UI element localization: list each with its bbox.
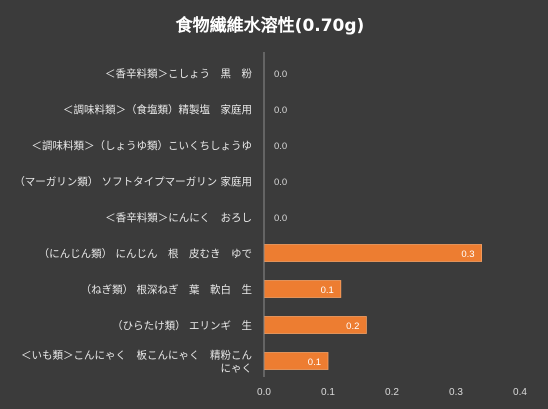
chart-title: 食物繊維水溶性(0.70g) [176, 15, 365, 36]
category-label: ＜いも類＞こんにゃく 板こんにゃく 精粉こんにゃく [21, 349, 252, 375]
data-label: 0.0 [274, 105, 287, 116]
x-tick-label: 0.0 [257, 387, 271, 398]
data-label: 0.0 [274, 177, 287, 188]
data-label: 0.0 [274, 141, 287, 152]
data-label: 0.3 [461, 249, 474, 260]
data-label: 0.2 [346, 321, 359, 332]
bars-layer: 0.0 0.0 0.0 0.0 0.0 0.3 0.1 0.2 0.1 [263, 69, 483, 370]
category-label: （にんじん類） にんじん 根 皮むき ゆで [39, 247, 252, 260]
category-label: （ねぎ類） 根深ねぎ 葉 軟白 生 [81, 283, 252, 296]
data-label: 0.1 [308, 357, 321, 368]
data-label: 0.0 [274, 213, 287, 224]
category-label: ＜香辛料類＞こしょう 黒 粉 [105, 67, 252, 80]
bar [263, 244, 483, 262]
category-label: （ひらたけ類） エリンギ 生 [112, 319, 252, 332]
x-tick-label: 0.2 [385, 387, 399, 398]
data-label: 0.1 [321, 285, 334, 296]
category-label: ＜香辛料類＞にんにく おろし [105, 211, 252, 224]
x-tick-label: 0.1 [321, 387, 335, 398]
x-axis: 0.0 0.1 0.2 0.3 0.4 [257, 52, 527, 398]
x-tick-label: 0.4 [513, 387, 527, 398]
x-tick-label: 0.3 [449, 387, 463, 398]
category-label: ＜調味料類＞（食塩類）精製塩 家庭用 [63, 103, 252, 116]
data-label: 0.0 [274, 69, 287, 80]
category-label: ＜調味料類＞（しょうゆ類）こいくちしょうゆ [32, 139, 253, 152]
category-label: （マーガリン類） ソフトタイプマーガリン 家庭用 [14, 175, 252, 188]
category-labels: ＜香辛料類＞こしょう 黒 粉 ＜調味料類＞（食塩類）精製塩 家庭用 ＜調味料類＞（し… [14, 67, 252, 375]
